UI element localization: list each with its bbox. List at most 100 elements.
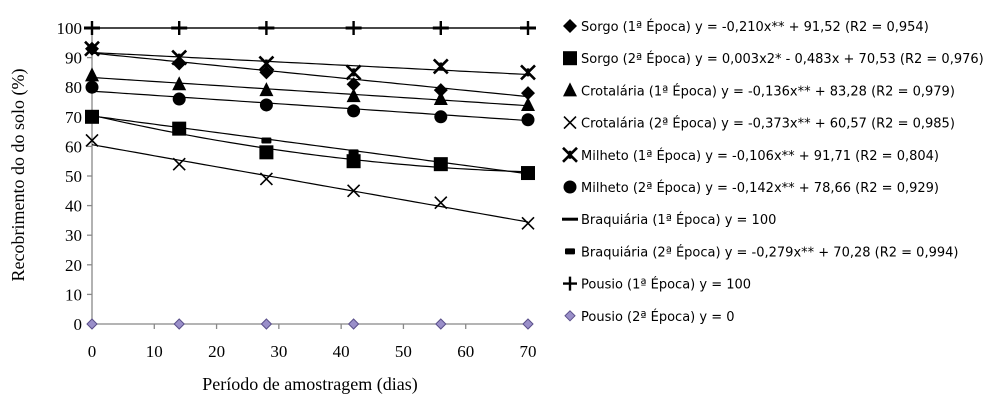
y-axis-title: Recobrimento do do solo (%) xyxy=(8,69,29,282)
legend-marker xyxy=(564,310,576,322)
series-crotalaria-1-epoca xyxy=(85,67,535,111)
legend-marker xyxy=(563,51,577,66)
legend-label: Pousio (1ª Época) y = 100 xyxy=(581,277,751,293)
data-point xyxy=(434,196,448,210)
data-point xyxy=(434,110,448,124)
data-point xyxy=(259,21,274,35)
data-point xyxy=(84,40,100,57)
data-point xyxy=(172,157,186,171)
x-tick-label: 40 xyxy=(333,342,350,361)
trend-line-sorgo-1-epoca xyxy=(91,52,529,98)
data-point xyxy=(174,125,185,132)
y-tick-label: 90 xyxy=(65,49,82,68)
data-point xyxy=(86,318,98,330)
legend-marker xyxy=(562,217,578,221)
trend-line-crotalaria-1-epoca xyxy=(91,76,529,107)
y-tick-label: 100 xyxy=(57,19,83,38)
legend-label: Crotalária (1ª Época) y = -0,136x** + 83… xyxy=(581,83,955,99)
data-point xyxy=(432,58,449,75)
x-ticks: 0 10 20 30 40 50 60 70 xyxy=(88,324,537,361)
data-point xyxy=(347,318,360,330)
legend-item: Pousio (1ª Época) y = 100 xyxy=(563,276,751,293)
legend-marker xyxy=(563,82,577,97)
data-point xyxy=(261,137,272,144)
legend-label: Sorgo (2ª Época) y = 0,003x2* - 0,483x +… xyxy=(581,51,984,67)
data-point xyxy=(346,77,361,92)
x-axis-title: Período de amostragem (dias) xyxy=(202,374,417,395)
y-tick-label: 10 xyxy=(65,285,82,304)
series-crotalaria-2-epoca xyxy=(85,133,535,230)
data-point xyxy=(347,184,361,198)
y-ticks: 0 10 20 30 40 50 60 70 80 90 100 xyxy=(57,19,92,334)
legend-label: Pousio (2ª Época) y = 0 xyxy=(581,309,735,325)
trend-line-sorgo-2-epoca xyxy=(91,114,529,173)
legend-marker xyxy=(563,276,577,291)
data-point xyxy=(346,88,361,103)
data-point xyxy=(347,104,361,118)
data-point xyxy=(435,318,447,330)
data-point xyxy=(346,21,361,35)
x-tick-label: 10 xyxy=(146,342,163,361)
legend-item: Braquiária (1ª Época) y = 100 xyxy=(562,212,776,228)
data-point xyxy=(433,91,448,106)
data-point xyxy=(85,67,99,82)
y-tick-label: 60 xyxy=(65,137,82,156)
series-milheto-2-epoca xyxy=(85,80,535,127)
legend-item: Milheto (2ª Época) y = -0,142x** + 78,66… xyxy=(563,180,939,196)
data-point xyxy=(521,113,535,127)
data-point xyxy=(348,149,359,156)
x-tick-label: 20 xyxy=(208,342,225,361)
y-tick-label: 0 xyxy=(74,315,83,334)
legend-item: Sorgo (1ª Época) y = -0,210x** + 91,52 (… xyxy=(563,19,929,35)
data-point xyxy=(171,49,188,66)
legend-item: Crotalária (1ª Época) y = -0,136x** + 83… xyxy=(563,82,955,99)
data-point xyxy=(521,216,535,230)
data-point xyxy=(259,145,274,160)
data-point xyxy=(521,86,535,101)
legend-item: Milheto (1ª Época) y = -0,106x** + 91,71… xyxy=(562,146,939,164)
legend-marker xyxy=(563,180,577,194)
x-tick-label: 70 xyxy=(520,342,537,361)
legend-marker xyxy=(562,146,578,163)
data-point xyxy=(172,92,186,106)
legend-label: Milheto (2ª Época) y = -0,142x** + 78,66… xyxy=(581,180,939,196)
y-tick-label: 30 xyxy=(65,226,82,245)
data-point xyxy=(523,170,533,177)
y-tick-label: 20 xyxy=(65,256,82,275)
data-point xyxy=(87,113,97,120)
data-point xyxy=(258,55,275,72)
y-tick-label: 50 xyxy=(65,167,82,186)
trend-line-milheto-1-epoca xyxy=(91,51,529,76)
x-tick-label: 60 xyxy=(457,342,474,361)
legend-item: Braquiária (2ª Época) y = -0,279x** + 70… xyxy=(565,244,958,260)
legend-label: Crotalária (2ª Época) y = -0,373x** + 60… xyxy=(581,116,955,132)
data-point xyxy=(85,133,99,148)
data-point xyxy=(85,21,99,35)
legend-label: Braquiária (2ª Época) y = -0,279x** + 70… xyxy=(581,244,958,260)
series-pousio-2-epoca xyxy=(86,318,534,330)
legend-marker xyxy=(565,248,575,255)
data-point xyxy=(172,21,187,35)
y-tick-label: 40 xyxy=(65,197,82,216)
data-point xyxy=(259,172,273,186)
data-point xyxy=(259,65,274,80)
data-point xyxy=(520,64,536,81)
data-point xyxy=(521,21,535,35)
x-tick-label: 30 xyxy=(270,342,287,361)
legend-item: Crotalária (2ª Época) y = -0,373x** + 60… xyxy=(563,116,955,132)
data-point xyxy=(85,80,99,94)
plot-area: 0 10 20 30 40 50 60 70 80 90 100 0 10 20 30 40 50 60 70 xyxy=(57,19,537,361)
data-point xyxy=(433,83,448,98)
trend-line-crotalaria-2-epoca xyxy=(91,144,529,223)
legend-label: Braquiária (1ª Época) y = 100 xyxy=(581,212,776,228)
data-point xyxy=(346,154,361,169)
data-markers xyxy=(84,21,536,330)
series-milheto-1-epoca xyxy=(84,40,536,81)
trend-line-braquiaria-2-epoca xyxy=(91,115,529,175)
y-tick-label: 70 xyxy=(65,108,82,127)
legend-label: Milheto (1ª Época) y = -0,106x** + 91,71… xyxy=(581,148,939,164)
legend-item: Sorgo (2ª Época) y = 0,003x2* - 0,483x +… xyxy=(563,51,984,67)
data-point xyxy=(522,318,534,330)
data-point xyxy=(345,64,362,81)
